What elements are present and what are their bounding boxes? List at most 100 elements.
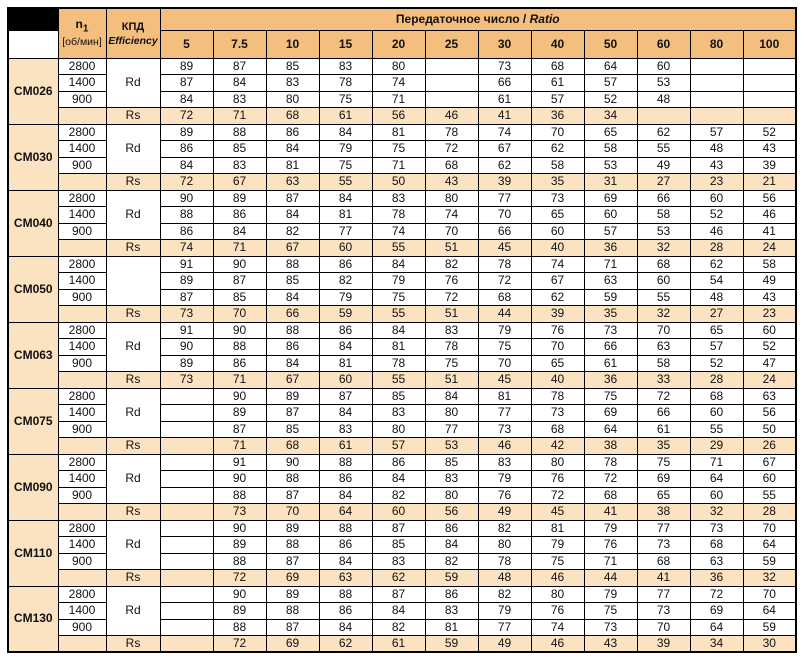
rs-value-cell: 51 (424, 305, 479, 323)
efficiency-value-cell (159, 470, 214, 488)
efficiency-value-cell (689, 90, 744, 108)
rs-spacer-cell (57, 635, 107, 653)
efficiency-value-cell (159, 453, 214, 471)
efficiency-value-cell: 83 (212, 156, 267, 174)
efficiency-value-cell: 57 (689, 123, 744, 141)
speed-cell: 900 (57, 420, 107, 438)
rs-value-cell: 60 (371, 503, 426, 521)
rd-row: 900 87 85 84 79 75 72 68 62 59 55 48 43 (8, 288, 797, 306)
rs-value-cell: 64 (318, 503, 373, 521)
rs-value-cell: 46 (477, 437, 532, 455)
efficiency-value-cell: 56 (742, 189, 797, 207)
ratio-header: 60 (636, 29, 691, 59)
efficiency-value-cell: 88 (318, 585, 373, 603)
efficiency-value-cell: 77 (424, 420, 479, 438)
efficiency-value-cell: 41 (742, 222, 797, 240)
rd-row: 1400 88 86 84 81 78 74 70 65 60 58 52 46 (8, 206, 797, 224)
efficiency-value-cell: 87 (318, 387, 373, 405)
efficiency-value-cell: 46 (742, 206, 797, 224)
efficiency-value-cell (159, 552, 214, 570)
efficiency-value-cell: 84 (159, 90, 214, 108)
efficiency-value-cell: 79 (371, 272, 426, 290)
efficiency-value-cell: 81 (371, 123, 426, 141)
efficiency-value-cell: 70 (477, 206, 532, 224)
rs-spacer-cell (57, 305, 107, 323)
rd-row: 900 86 84 82 77 74 70 66 60 57 53 46 41 (8, 222, 797, 240)
efficiency-value-cell: 83 (318, 57, 373, 75)
efficiency-value-cell: 87 (159, 74, 214, 92)
efficiency-value-cell: 52 (583, 90, 638, 108)
efficiency-value-cell: 83 (265, 74, 320, 92)
efficiency-value-cell: 76 (424, 272, 479, 290)
efficiency-value-cell: 60 (583, 206, 638, 224)
rs-value-cell (689, 107, 744, 125)
rs-value-cell: 39 (636, 635, 691, 653)
rs-label-cell: Rs (105, 437, 161, 455)
rs-spacer-cell (57, 503, 107, 521)
rs-value-cell: 55 (318, 173, 373, 191)
efficiency-value-cell: 90 (212, 585, 267, 603)
rd-row: 900 88 87 84 82 80 76 72 68 65 60 55 (8, 486, 797, 504)
efficiency-value-cell: 85 (265, 272, 320, 290)
efficiency-value-cell: 73 (636, 536, 691, 554)
efficiency-value-cell: 56 (742, 404, 797, 422)
efficiency-value-cell: 89 (159, 354, 214, 372)
efficiency-value-cell: 84 (159, 156, 214, 174)
speed-cell: 2800 (57, 585, 107, 603)
efficiency-value-cell: 65 (636, 486, 691, 504)
efficiency-value-cell: 73 (530, 404, 585, 422)
efficiency-value-cell: 79 (530, 536, 585, 554)
efficiency-value-cell: 88 (159, 206, 214, 224)
efficiency-value-cell: 64 (583, 420, 638, 438)
rs-value-cell: 49 (477, 503, 532, 521)
efficiency-value-cell: 66 (583, 338, 638, 356)
efficiency-value-cell: 82 (318, 272, 373, 290)
rd-row: CM075 2800 Rd 90 89 87 85 84 81 78 75 72 68 63 (7, 387, 797, 455)
efficiency-value-cell: 76 (477, 486, 532, 504)
efficiency-value-cell: 66 (636, 404, 691, 422)
efficiency-value-cell: 84 (371, 470, 426, 488)
rs-value-cell: 53 (424, 437, 479, 455)
rs-label-cell: Rs (105, 239, 161, 257)
efficiency-value-cell: 53 (636, 74, 691, 92)
efficiency-value-cell: 84 (265, 206, 320, 224)
efficiency-value-cell: 55 (636, 288, 691, 306)
ratio-header: 7.5 (212, 29, 267, 59)
efficiency-value-cell: 77 (318, 222, 373, 240)
ratio-header: 30 (477, 29, 532, 59)
efficiency-value-cell: 81 (318, 206, 373, 224)
speed-cell: 1400 (57, 404, 107, 422)
rs-value-cell: 21 (742, 173, 797, 191)
rs-value-cell: 39 (530, 305, 585, 323)
rs-value-cell: 72 (212, 569, 267, 587)
efficiency-value-cell: 86 (424, 519, 479, 537)
efficiency-value-cell: 78 (424, 338, 479, 356)
rs-value-cell: 43 (583, 635, 638, 653)
n1-label: n1 (75, 17, 89, 35)
ratio-group-header: Передаточное число / Ratio (159, 7, 797, 31)
rs-value-cell (159, 635, 214, 653)
rs-row: Rs 73 70 66 59 55 51 44 39 35 32 27 23 (8, 305, 797, 323)
rs-value-cell: 67 (212, 173, 267, 191)
rs-value-cell: 63 (265, 173, 320, 191)
rd-row: 1400 90 88 86 84 81 78 75 70 66 63 57 52 (8, 338, 797, 356)
speed-cell: 2800 (57, 57, 107, 75)
rs-value-cell: 29 (689, 437, 744, 455)
efficiency-value-cell: 84 (318, 486, 373, 504)
efficiency-value-cell: 60 (636, 57, 691, 75)
efficiency-value-cell: 73 (583, 321, 638, 339)
rs-value-cell: 61 (371, 635, 426, 653)
ratio-header: 80 (689, 29, 744, 59)
speed-cell: 1400 (57, 338, 107, 356)
efficiency-value-cell: 66 (477, 222, 532, 240)
efficiency-value-cell: 88 (318, 519, 373, 537)
efficiency-value-cell: 78 (371, 354, 426, 372)
efficiency-value-cell: 52 (742, 338, 797, 356)
rs-value-cell: 35 (636, 437, 691, 455)
efficiency-value-cell: 49 (636, 156, 691, 174)
efficiency-value-cell: 85 (265, 420, 320, 438)
efficiency-value-cell (424, 90, 479, 108)
efficiency-value-cell: 91 (159, 255, 214, 273)
efficiency-value-cell: 78 (477, 552, 532, 570)
